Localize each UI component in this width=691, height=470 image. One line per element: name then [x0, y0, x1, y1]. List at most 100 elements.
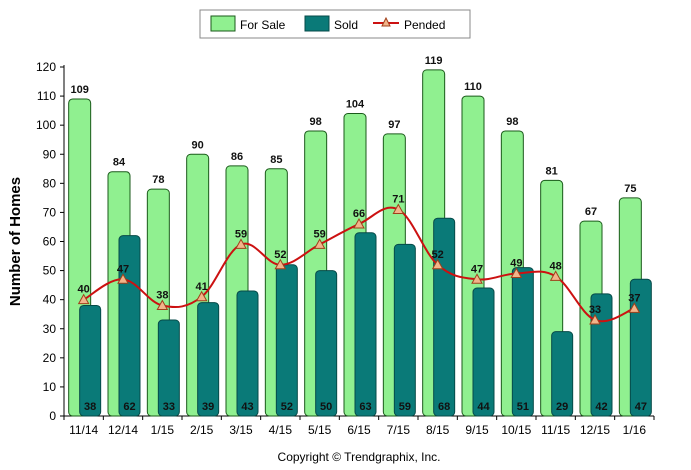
- y-tick-label: 100: [36, 118, 56, 132]
- sold-value-label: 33: [163, 401, 175, 413]
- sold-bar: [236, 290, 259, 417]
- sold-value-label: 44: [477, 401, 490, 413]
- sold-value-label: 51: [517, 401, 529, 413]
- for-sale-value-label: 97: [388, 119, 400, 131]
- pended-value-label: 41: [196, 281, 208, 293]
- sold-value-label: 42: [595, 401, 607, 413]
- sold-value-label: 38: [84, 401, 96, 413]
- pended-point-marker: [117, 273, 129, 284]
- pended-point-marker: [549, 270, 562, 281]
- pended-value-label: 38: [156, 289, 168, 301]
- sold-bar: [315, 270, 338, 417]
- x-tick-label: 3/15: [229, 423, 253, 437]
- y-tick-label: 30: [43, 322, 57, 336]
- pended-point-marker: [156, 299, 169, 310]
- for-sale-value-label: 98: [506, 116, 518, 128]
- sold-value-label: 29: [556, 401, 568, 413]
- sold-bar: [472, 287, 495, 417]
- sold-bar: [275, 264, 298, 417]
- sold-bar: [629, 278, 652, 417]
- legend: For Sale Sold Pended: [199, 9, 471, 39]
- for-sale-value-label: 75: [624, 183, 636, 195]
- sold-bar: [511, 267, 534, 417]
- y-tick-label: 70: [43, 205, 57, 219]
- pended-value-label: 37: [628, 292, 640, 304]
- y-tick-label: 20: [43, 351, 57, 365]
- y-tick-label: 40: [43, 293, 57, 307]
- pended-point-marker: [510, 267, 523, 278]
- pended-point-marker: [353, 218, 365, 229]
- sold-bar: [354, 232, 377, 417]
- pended-value-label: 52: [274, 249, 286, 261]
- x-tick-label: 11/14: [69, 423, 98, 437]
- x-tick-label: 6/15: [347, 423, 371, 437]
- legend-swatch-for-sale: [210, 15, 236, 32]
- sold-value-label: 39: [202, 401, 214, 413]
- pended-value-label: 33: [589, 304, 601, 316]
- for-sale-value-label: 98: [310, 116, 322, 128]
- legend-label-sold: Sold: [334, 18, 358, 32]
- sold-bar: [197, 302, 220, 417]
- data-labels: 109 38 84 62 78 33 90 39 86 43 85 52 98 50 104 63 97 59 11…: [70, 55, 646, 413]
- pended-point-marker: [77, 293, 90, 305]
- x-tick-label: 11/15: [541, 423, 570, 437]
- x-tick-label: 1/16: [623, 423, 647, 437]
- for-sale-value-label: 90: [192, 139, 204, 151]
- legend-label-for-sale: For Sale: [240, 18, 286, 32]
- pended-point-marker: [589, 313, 601, 325]
- pended-line: [77, 203, 641, 325]
- x-tick-label: 4/15: [269, 423, 293, 437]
- sold-value-label: 59: [399, 401, 411, 413]
- y-tick-label: 60: [43, 235, 57, 249]
- legend-label-pended: Pended: [404, 18, 445, 32]
- sold-value-label: 52: [281, 401, 293, 413]
- y-axis-label: Number of Homes: [7, 177, 24, 306]
- pended-value-label: 59: [235, 228, 247, 240]
- pended-point-marker: [313, 238, 326, 249]
- pended-point-marker: [471, 273, 483, 284]
- pended-point-marker: [392, 203, 405, 215]
- x-tick-label: 8/15: [426, 423, 450, 437]
- sold-value-label: 68: [438, 401, 450, 413]
- x-tick-label: 10/15: [501, 423, 531, 437]
- sold-bar: [393, 243, 416, 417]
- sold-value-label: 43: [241, 401, 253, 413]
- y-tick-label: 0: [49, 409, 56, 423]
- for-sale-value-label: 78: [152, 174, 164, 186]
- for-sale-value-label: 67: [585, 206, 597, 218]
- pended-value-label: 47: [471, 263, 483, 275]
- x-tick-label: 2/15: [190, 423, 214, 437]
- y-tick-label: 50: [43, 264, 57, 278]
- sold-bar: [551, 331, 574, 417]
- pended-point-marker: [235, 238, 247, 249]
- for-sale-value-label: 85: [270, 154, 282, 166]
- for-sale-value-label: 86: [231, 151, 243, 163]
- sold-value-label: 62: [123, 401, 135, 413]
- y-tick-label: 120: [36, 60, 56, 74]
- pended-point-marker: [628, 302, 641, 313]
- legend-swatch-pended-marker: [381, 16, 391, 27]
- for-sale-value-label: 119: [425, 55, 443, 67]
- x-tick-label: 7/15: [387, 423, 411, 437]
- legend-box: [199, 9, 471, 39]
- x-tick-label: 12/15: [580, 423, 610, 437]
- sold-value-label: 63: [359, 401, 371, 413]
- for-sale-value-label: 84: [113, 157, 126, 169]
- copyright-text: Copyright © Trendgraphix, Inc.: [278, 450, 441, 464]
- legend-swatch-sold: [304, 15, 330, 32]
- for-sale-value-label: 109: [70, 84, 88, 96]
- sold-bar: [157, 319, 180, 417]
- pended-value-label: 66: [353, 208, 365, 220]
- sold-bar: [79, 304, 102, 417]
- pended-value-label: 52: [432, 249, 444, 261]
- bars: [68, 69, 652, 417]
- pended-value-label: 40: [78, 284, 90, 296]
- x-tick-label: 5/15: [308, 423, 332, 437]
- for-sale-value-label: 81: [546, 165, 558, 177]
- sold-value-label: 50: [320, 401, 332, 413]
- axes: 0 10 20 30 40 50 60 70 80 90 100 110 120 11/14 12/14 1/…: [36, 60, 655, 437]
- pended-point-marker: [195, 290, 208, 302]
- pended-point-marker: [431, 258, 444, 270]
- pended-value-label: 71: [392, 194, 404, 206]
